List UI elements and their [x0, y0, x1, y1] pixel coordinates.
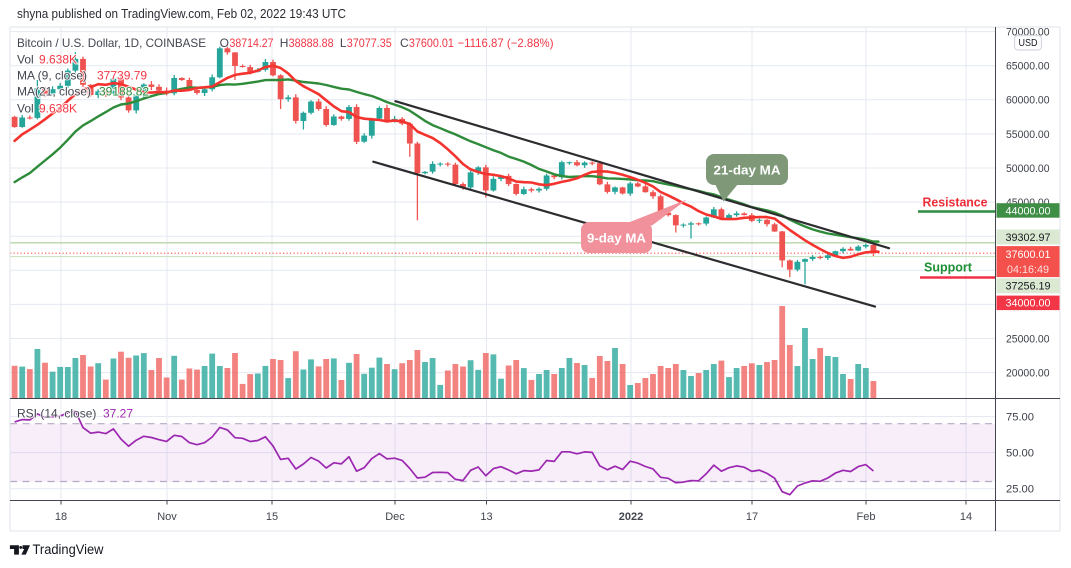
svg-text:25.00: 25.00 — [1006, 484, 1034, 496]
svg-text:Bitcoin / U.S. Dollar, 1D, COI: Bitcoin / U.S. Dollar, 1D, COINBASE — [17, 36, 206, 50]
svg-text:MA (9, close): MA (9, close) — [17, 69, 87, 83]
svg-text:Vol: Vol — [17, 53, 34, 67]
svg-text:Resistance: Resistance — [923, 196, 988, 210]
svg-text:9.638K: 9.638K — [39, 102, 77, 116]
svg-text:25000.00: 25000.00 — [1006, 333, 1050, 345]
svg-text:9.638K: 9.638K — [39, 53, 77, 67]
svg-text:44000.00: 44000.00 — [1006, 205, 1051, 217]
svg-text:Nov: Nov — [157, 511, 177, 523]
svg-text:H: H — [280, 36, 289, 50]
svg-text:14: 14 — [960, 511, 972, 523]
svg-text:50.00: 50.00 — [1006, 448, 1034, 460]
svg-text:O: O — [220, 36, 229, 50]
svg-text:37600.01: 37600.01 — [409, 36, 454, 50]
svg-text:21-day MA: 21-day MA — [714, 163, 782, 178]
svg-text:TradingView: TradingView — [33, 542, 104, 557]
svg-text:17: 17 — [746, 511, 758, 523]
svg-text:C: C — [400, 36, 409, 50]
svg-text:15: 15 — [266, 511, 278, 523]
svg-text:RSI (14, close): RSI (14, close) — [17, 407, 96, 421]
svg-text:75.00: 75.00 — [1006, 411, 1034, 423]
svg-text:50000.00: 50000.00 — [1006, 163, 1050, 175]
svg-text:65000.00: 65000.00 — [1006, 61, 1050, 73]
svg-text:18: 18 — [55, 511, 67, 523]
svg-text:34000.00: 34000.00 — [1006, 298, 1051, 310]
svg-text:37.27: 37.27 — [103, 407, 133, 421]
svg-text:Vol: Vol — [17, 102, 34, 116]
svg-text:37600.01: 37600.01 — [1006, 249, 1051, 261]
svg-text:Dec: Dec — [385, 511, 405, 523]
svg-text:37739.79: 37739.79 — [97, 69, 147, 83]
svg-text:38714.27: 38714.27 — [230, 36, 274, 50]
svg-text:L: L — [340, 36, 347, 50]
svg-text:39188.82: 39188.82 — [99, 85, 149, 99]
svg-text:USD: USD — [1019, 38, 1038, 49]
svg-text:shyna published on TradingView: shyna published on TradingView.com, Feb … — [17, 6, 346, 21]
svg-text:Support: Support — [924, 261, 973, 275]
svg-text:−1116.87 (−2.88%): −1116.87 (−2.88%) — [458, 36, 554, 50]
svg-text:60000.00: 60000.00 — [1006, 95, 1050, 107]
svg-text:20000.00: 20000.00 — [1006, 368, 1050, 380]
svg-text:04:16:49: 04:16:49 — [1007, 264, 1049, 276]
svg-text:9-day MA: 9-day MA — [587, 231, 647, 246]
svg-text:37077.35: 37077.35 — [347, 36, 392, 50]
svg-text:38888.88: 38888.88 — [289, 36, 334, 50]
svg-text:MA(21, close): MA(21, close) — [17, 85, 91, 99]
svg-text:Feb: Feb — [857, 511, 876, 523]
svg-text:2022: 2022 — [619, 511, 643, 523]
svg-text:39302.97: 39302.97 — [1006, 232, 1051, 244]
svg-text:37256.19: 37256.19 — [1006, 281, 1051, 293]
svg-text:13: 13 — [480, 511, 492, 523]
svg-text:55000.00: 55000.00 — [1006, 129, 1050, 141]
